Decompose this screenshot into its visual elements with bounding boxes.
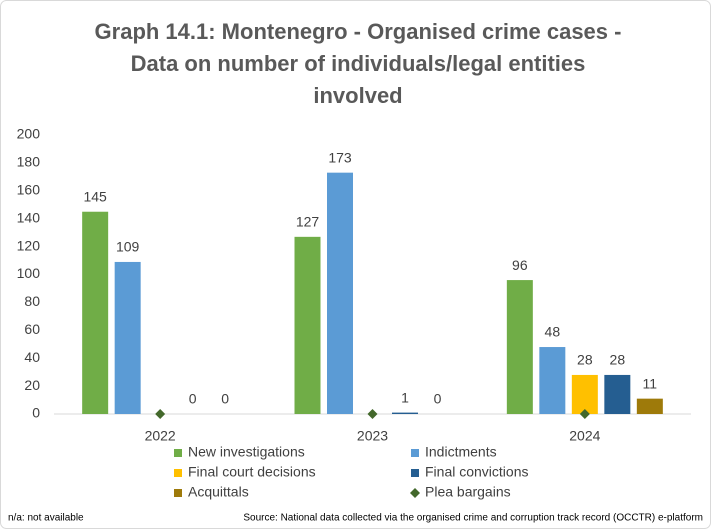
data-label: 0 bbox=[434, 391, 442, 407]
x-tick-label: 2024 bbox=[569, 428, 600, 444]
y-tick-label: 60 bbox=[24, 321, 40, 337]
marker bbox=[579, 409, 590, 419]
x-tick-label: 2023 bbox=[357, 428, 388, 444]
data-label: 96 bbox=[512, 257, 528, 273]
data-label: 48 bbox=[545, 324, 561, 340]
bar bbox=[506, 280, 533, 414]
y-tick-label: 180 bbox=[17, 154, 41, 170]
legend-marker bbox=[174, 469, 182, 477]
legend-label: New investigations bbox=[188, 444, 305, 460]
footnote: n/a: not available bbox=[8, 513, 84, 524]
y-tick-label: 20 bbox=[24, 377, 40, 393]
y-tick-label: 140 bbox=[17, 209, 41, 225]
data-label: 0 bbox=[221, 391, 229, 407]
data-label: 145 bbox=[83, 188, 107, 204]
y-tick-label: 100 bbox=[17, 265, 41, 281]
legend-label: Final convictions bbox=[425, 464, 529, 480]
data-label: 11 bbox=[643, 375, 658, 391]
y-tick-label: 80 bbox=[24, 293, 40, 309]
y-tick-label: 200 bbox=[17, 126, 41, 142]
data-label: 0 bbox=[189, 391, 197, 407]
y-tick-label: 0 bbox=[32, 405, 40, 421]
bar bbox=[114, 261, 141, 414]
legend-marker bbox=[410, 488, 420, 498]
legend-marker bbox=[411, 469, 419, 477]
legend-marker bbox=[174, 489, 182, 497]
y-tick-label: 40 bbox=[24, 349, 40, 365]
data-label: 28 bbox=[610, 352, 626, 368]
legend-label: Acquittals bbox=[188, 484, 249, 500]
data-label: 28 bbox=[577, 352, 593, 368]
legend-label: Plea bargains bbox=[425, 484, 511, 500]
chart-title: involved bbox=[313, 83, 402, 108]
marker bbox=[367, 409, 378, 419]
legend-marker bbox=[411, 449, 419, 457]
chart-title: Data on number of individuals/legal enti… bbox=[131, 51, 586, 76]
x-tick-label: 2022 bbox=[145, 428, 176, 444]
data-label: 109 bbox=[116, 239, 140, 255]
bar bbox=[604, 374, 631, 414]
y-tick-label: 160 bbox=[17, 182, 41, 198]
data-label: 127 bbox=[296, 214, 320, 230]
marker bbox=[155, 409, 166, 419]
bar bbox=[294, 236, 321, 414]
data-label: 1 bbox=[401, 389, 409, 405]
source: Source: National data collected via the … bbox=[243, 513, 703, 524]
bar bbox=[636, 398, 663, 414]
bar bbox=[392, 412, 418, 414]
data-label: 173 bbox=[328, 149, 352, 165]
chart-title: Graph 14.1: Montenegro - Organised crime… bbox=[95, 19, 622, 44]
legend-marker bbox=[174, 449, 182, 457]
bar bbox=[571, 374, 598, 414]
bar bbox=[539, 347, 566, 414]
legend-label: Final court decisions bbox=[188, 464, 316, 480]
y-tick-label: 120 bbox=[17, 237, 41, 253]
legend-label: Indictments bbox=[425, 444, 497, 460]
bar bbox=[82, 211, 109, 414]
bar bbox=[327, 172, 353, 414]
